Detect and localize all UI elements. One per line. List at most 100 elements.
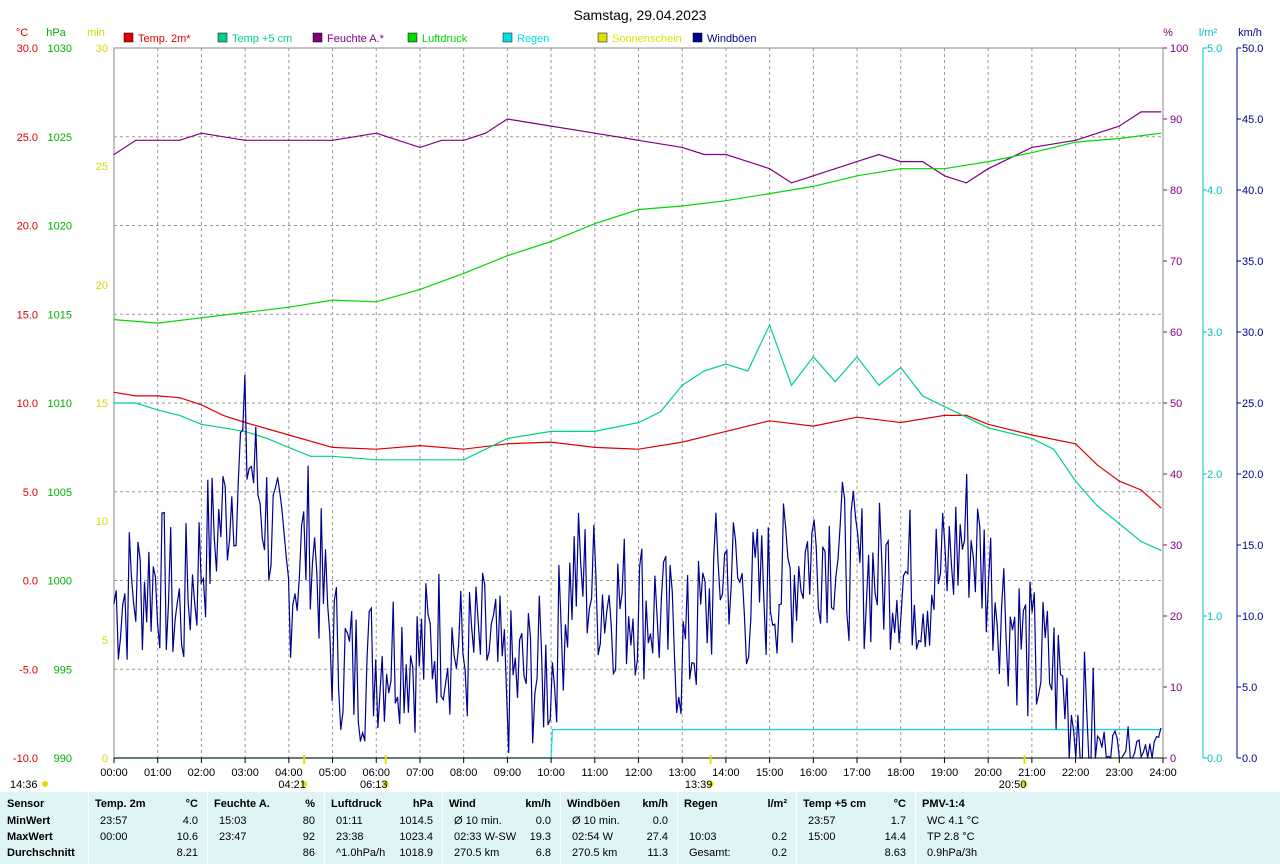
series-point — [1031, 437, 1033, 440]
temp-tick-label: 30.0 — [17, 43, 38, 55]
series-point — [375, 448, 377, 450]
series-point — [637, 208, 640, 211]
series-point — [769, 193, 771, 195]
series-point — [207, 479, 209, 481]
series-point — [523, 675, 525, 677]
series-point — [1127, 726, 1129, 728]
stats-separator — [560, 792, 561, 864]
series-point — [288, 306, 290, 308]
series-point — [519, 639, 521, 641]
stats-cell-value: 86 — [302, 847, 315, 859]
series-point — [536, 677, 538, 679]
stats-cell-time: 23:47 — [219, 831, 247, 843]
series-point — [477, 620, 479, 623]
series-point — [194, 602, 196, 604]
series-point — [998, 672, 1001, 675]
series-point — [1096, 132, 1098, 134]
series-point — [1064, 718, 1066, 720]
series-point — [769, 610, 772, 613]
series-point — [331, 446, 334, 448]
series-point — [1062, 675, 1064, 677]
series-point — [441, 139, 443, 141]
series-point — [1160, 132, 1162, 134]
series-point — [268, 579, 270, 581]
series-point — [1007, 685, 1009, 687]
series-point — [550, 430, 552, 432]
series-point — [878, 153, 880, 156]
series-point — [1066, 677, 1068, 680]
series-point — [987, 427, 989, 429]
series-point — [381, 655, 383, 658]
series-point — [990, 537, 992, 539]
stats-cell-value: 4.0 — [182, 815, 198, 827]
temp-tick-label: -5.0 — [19, 664, 38, 676]
series-point — [918, 640, 920, 642]
series-point — [905, 570, 907, 573]
stats-header: Luftdruck — [331, 798, 382, 810]
series-point — [943, 406, 946, 408]
series-point — [1136, 741, 1138, 743]
series-point — [239, 431, 242, 433]
series-point — [366, 658, 368, 660]
series-point — [277, 477, 279, 479]
series-point — [789, 567, 791, 569]
series-point — [1038, 693, 1040, 695]
series-point — [637, 421, 640, 424]
sunshine-axis-unit: min — [87, 27, 105, 39]
series-point — [113, 402, 115, 404]
series-point — [346, 632, 348, 634]
series-point — [1140, 540, 1142, 543]
legend-label: Windböen — [707, 33, 757, 45]
series-point — [399, 722, 401, 725]
series-point — [1149, 743, 1151, 745]
series-point — [725, 200, 727, 202]
series-point — [429, 622, 431, 625]
x-tick-label: 06:00 — [362, 767, 390, 779]
humidity-tick-label: 60 — [1170, 327, 1182, 339]
stats-cell-value: 14.4 — [884, 831, 906, 843]
series-point — [215, 570, 218, 572]
series-point — [881, 557, 883, 560]
series-point — [1018, 588, 1020, 590]
series-point — [780, 603, 782, 605]
series-point — [130, 575, 132, 578]
series-point — [235, 544, 237, 547]
stats-cell-value: 1018.9 — [399, 847, 433, 859]
series-point — [1070, 714, 1072, 717]
series-point — [185, 522, 187, 525]
series-point — [681, 205, 683, 207]
series-point — [647, 642, 649, 644]
series-point — [752, 531, 754, 534]
stats-row-label: Durchschnitt — [7, 847, 75, 859]
series-point — [419, 445, 421, 447]
series-point — [929, 644, 931, 646]
series-point — [1027, 715, 1029, 717]
series-point — [632, 618, 634, 620]
series-point — [711, 653, 713, 655]
pressure-tick-label: 990 — [54, 753, 72, 765]
series-point — [1033, 592, 1035, 594]
x-tick-label: 03:00 — [231, 767, 259, 779]
series-point — [835, 575, 837, 577]
series-point — [463, 272, 465, 274]
series-point — [1075, 480, 1077, 482]
series-point — [222, 414, 224, 416]
x-axis: 00:00 01:00 02:00 03:00 04:00 05:00 06:00 07:00… — [10, 755, 1177, 791]
series-point — [935, 528, 937, 530]
stats-cell-time: 270.5 km — [454, 847, 500, 859]
wind-tick-label: 25.0 — [1242, 398, 1263, 410]
series-point — [274, 487, 276, 489]
legend-label: Feuchte A.* — [327, 33, 385, 45]
series-point — [966, 473, 968, 476]
series-point — [1099, 738, 1101, 740]
series-point — [680, 712, 682, 715]
series-point — [244, 311, 246, 314]
series-point — [942, 512, 944, 515]
series-point — [1003, 568, 1005, 570]
stats-separator — [677, 792, 678, 864]
series-point — [604, 632, 606, 634]
series-point — [442, 699, 444, 701]
series-point — [423, 678, 425, 680]
series-point — [440, 695, 442, 697]
series-point — [137, 541, 139, 543]
